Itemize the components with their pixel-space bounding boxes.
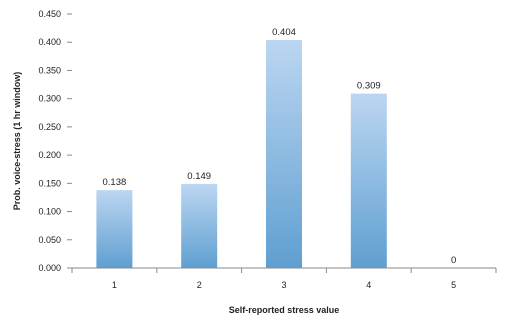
y-tick-label: 0.200: [38, 150, 61, 160]
y-tick-label: 0.000: [38, 263, 61, 273]
x-tick-label: 4: [366, 280, 371, 290]
x-axis-title: Self-reported stress value: [229, 305, 340, 315]
y-tick-label: 0.400: [38, 37, 61, 47]
data-label-3: 0.404: [272, 27, 296, 38]
data-label-2: 0.149: [187, 171, 211, 182]
x-tick-label: 5: [451, 280, 456, 290]
data-labels: 0.138 0.149 0.404 0.309 0: [103, 27, 457, 266]
y-tick-label: 0.250: [38, 122, 61, 132]
y-tick-label: 0.450: [38, 9, 61, 19]
y-axis-title: Prob. voice-stress (1 hr window): [12, 72, 22, 211]
x-tick-label: 3: [281, 280, 286, 290]
y-tick-label: 0.350: [38, 65, 61, 75]
x-tick-label: 2: [197, 280, 202, 290]
data-label-5: 0: [451, 255, 456, 266]
data-label-1: 0.138: [103, 177, 127, 188]
bars: [96, 39, 387, 268]
y-tick-label: 0.050: [38, 235, 61, 245]
y-tick-label: 0.150: [38, 178, 61, 188]
bar-2: [181, 183, 218, 268]
y-axis-ticks: 0.000 0.050 0.100 0.150 0.200 0.250 0.300 0.350…: [38, 9, 72, 273]
x-axis-ticks: 1 2 3 4 5: [71, 268, 497, 290]
data-label-4: 0.309: [357, 81, 381, 92]
bar-4: [350, 93, 387, 268]
y-tick-label: 0.300: [38, 94, 61, 104]
y-tick-label: 0.100: [38, 207, 61, 217]
x-tick-label: 1: [112, 280, 117, 290]
bar-1: [96, 190, 133, 268]
bar-3: [266, 39, 302, 268]
